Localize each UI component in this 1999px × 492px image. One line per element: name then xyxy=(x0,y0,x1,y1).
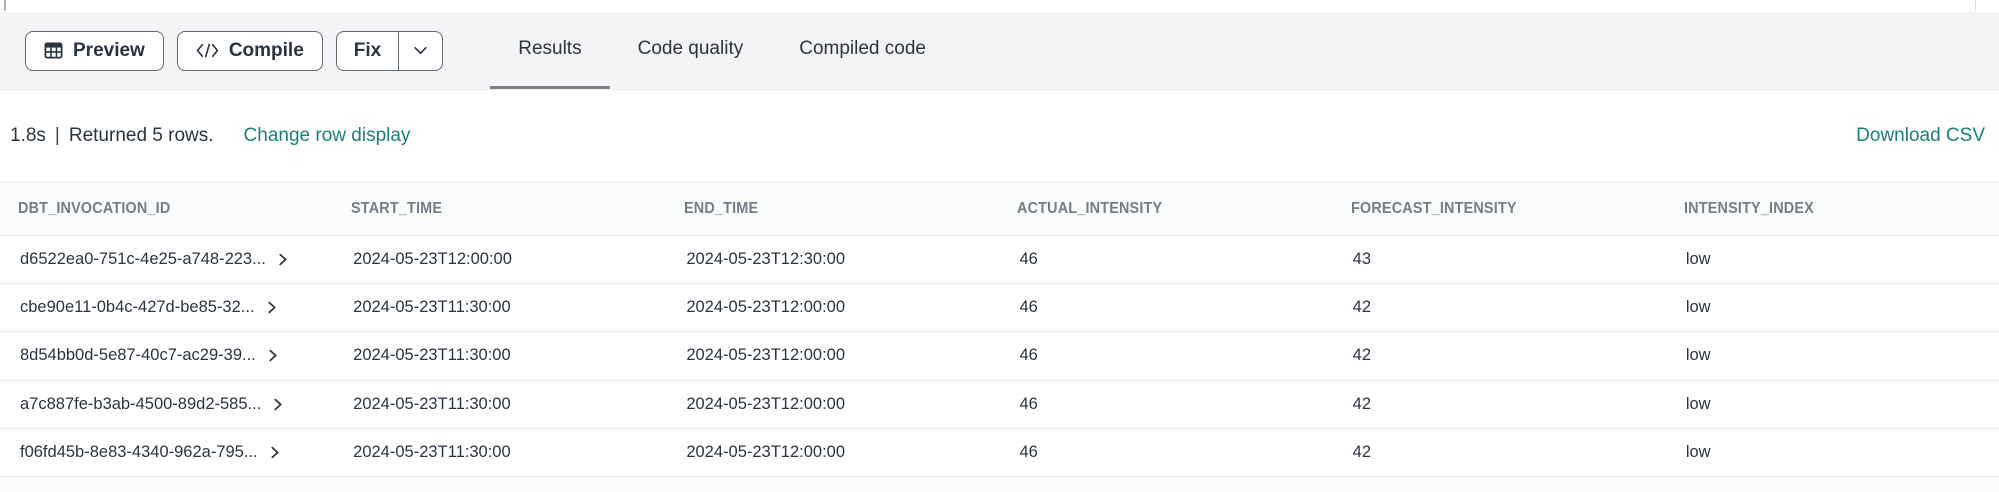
forecast-intensity-cell: 42 xyxy=(1352,394,1372,413)
query-duration: 1.8s xyxy=(10,125,46,146)
tab-results[interactable]: Results xyxy=(490,12,610,89)
invocation-id-cell: 8d54bb0d-5e87-40c7-ac29-39... xyxy=(0,346,333,365)
invocation-id-value: a7c887fe-b3ab-4500-89d2-585... xyxy=(20,394,262,413)
invocation-id-cell: a7c887fe-b3ab-4500-89d2-585... xyxy=(0,395,333,414)
start-time-cell: 2024-05-23T11:30:00 xyxy=(353,346,511,365)
table-row: 8d54bb0d-5e87-40c7-ac29-39... 2024-05-23… xyxy=(0,332,1999,381)
intensity-index-cell: low xyxy=(1685,250,1711,269)
invocation-id-value: 8d54bb0d-5e87-40c7-ac29-39... xyxy=(20,346,256,365)
start-time-cell: 2024-05-23T11:30:00 xyxy=(353,298,511,317)
actual-intensity-cell: 46 xyxy=(1019,346,1038,365)
fix-button[interactable]: Fix xyxy=(337,32,398,70)
invocation-id-cell: f06fd45b-8e83-4340-962a-795... xyxy=(0,443,333,462)
tab-code-quality[interactable]: Code quality xyxy=(610,12,772,89)
intensity-index-cell: low xyxy=(1685,394,1711,413)
start-time-cell: 2024-05-23T11:30:00 xyxy=(353,442,511,461)
tab-compiled-code-label: Compiled code xyxy=(799,38,926,59)
end-time-cell: 2024-05-23T12:00:00 xyxy=(686,394,846,413)
actual-intensity-cell: 46 xyxy=(1019,394,1038,413)
compile-button[interactable]: Compile xyxy=(176,30,323,71)
query-status-bar: 1.8s | Returned 5 rows. Change row displ… xyxy=(0,90,1999,182)
code-icon xyxy=(196,43,219,58)
chevron-right-icon[interactable] xyxy=(266,301,278,314)
end-time-cell: 2024-05-23T12:00:00 xyxy=(686,442,846,461)
invocation-id-value: f06fd45b-8e83-4340-962a-795... xyxy=(20,442,258,461)
download-csv-link[interactable]: Download CSV xyxy=(1856,125,1985,146)
column-header-end-time: END_TIME xyxy=(684,200,759,217)
results-table: DBT_INVOCATION_ID START_TIME END_TIME AC… xyxy=(0,182,1999,477)
chevron-down-icon xyxy=(413,40,428,62)
end-time-cell: 2024-05-23T12:30:00 xyxy=(686,250,846,269)
actual-intensity-cell: 46 xyxy=(1019,250,1038,269)
fix-split-button: Fix xyxy=(335,30,444,71)
fix-button-label: Fix xyxy=(353,39,382,61)
column-header-start-time: START_TIME xyxy=(351,200,443,217)
chevron-right-icon[interactable] xyxy=(272,398,284,411)
end-time-cell: 2024-05-23T12:00:00 xyxy=(686,298,846,317)
forecast-intensity-cell: 42 xyxy=(1352,442,1372,461)
fix-dropdown-button[interactable] xyxy=(398,31,442,70)
tab-results-label: Results xyxy=(518,38,582,59)
start-time-cell: 2024-05-23T12:00:00 xyxy=(353,250,512,269)
status-separator: | xyxy=(54,125,60,146)
invocation-id-value: d6522ea0-751c-4e25-a748-223... xyxy=(20,250,266,269)
intensity-index-cell: low xyxy=(1685,298,1711,317)
table-header-row: DBT_INVOCATION_ID START_TIME END_TIME AC… xyxy=(0,183,1999,236)
table-row: cbe90e11-0b4c-427d-be85-32... 2024-05-23… xyxy=(0,284,1999,333)
bottom-edge-strip xyxy=(0,476,1999,491)
forecast-intensity-cell: 43 xyxy=(1352,250,1372,269)
invocation-id-value: cbe90e11-0b4c-427d-be85-32... xyxy=(20,298,255,317)
table-row: a7c887fe-b3ab-4500-89d2-585... 2024-05-2… xyxy=(0,380,1999,429)
chevron-right-icon[interactable] xyxy=(277,253,289,266)
end-time-cell: 2024-05-23T12:00:00 xyxy=(686,346,846,365)
results-tab-bar: Results Code quality Compiled code xyxy=(490,12,954,89)
table-icon xyxy=(44,41,63,60)
actual-intensity-cell: 46 xyxy=(1019,298,1038,317)
forecast-intensity-cell: 42 xyxy=(1352,346,1372,365)
preview-button-label: Preview xyxy=(73,39,145,61)
editor-cursor-mark xyxy=(4,0,6,11)
scrollbar-mark xyxy=(1975,0,1976,11)
results-toolbar: Preview Compile Fix xyxy=(0,12,1999,90)
tab-compiled-code[interactable]: Compiled code xyxy=(771,12,954,89)
column-header-dbt-invocation-id: DBT_INVOCATION_ID xyxy=(18,200,171,217)
invocation-id-cell: cbe90e11-0b4c-427d-be85-32... xyxy=(0,298,333,317)
column-header-forecast-intensity: FORECAST_INTENSITY xyxy=(1350,200,1517,217)
action-button-group: Preview Compile Fix xyxy=(25,30,444,71)
actual-intensity-cell: 46 xyxy=(1019,442,1038,461)
table-row: f06fd45b-8e83-4340-962a-795... 2024-05-2… xyxy=(0,428,1999,477)
table-row: d6522ea0-751c-4e25-a748-223... 2024-05-2… xyxy=(0,236,1999,285)
chevron-right-icon[interactable] xyxy=(269,446,281,459)
tab-code-quality-label: Code quality xyxy=(637,38,744,59)
change-row-display-link[interactable]: Change row display xyxy=(243,125,411,146)
start-time-cell: 2024-05-23T11:30:00 xyxy=(353,394,511,413)
compile-button-label: Compile xyxy=(228,39,304,61)
invocation-id-cell: d6522ea0-751c-4e25-a748-223... xyxy=(0,250,333,269)
intensity-index-cell: low xyxy=(1685,346,1711,365)
column-header-intensity-index: INTENSITY_INDEX xyxy=(1683,200,1814,217)
intensity-index-cell: low xyxy=(1685,442,1711,461)
preview-button[interactable]: Preview xyxy=(25,30,164,71)
rows-returned-message: Returned 5 rows. xyxy=(68,125,214,146)
column-header-actual-intensity: ACTUAL_INTENSITY xyxy=(1017,200,1163,217)
chevron-right-icon[interactable] xyxy=(267,349,279,362)
forecast-intensity-cell: 42 xyxy=(1352,298,1372,317)
top-edge-strip xyxy=(0,0,1999,12)
